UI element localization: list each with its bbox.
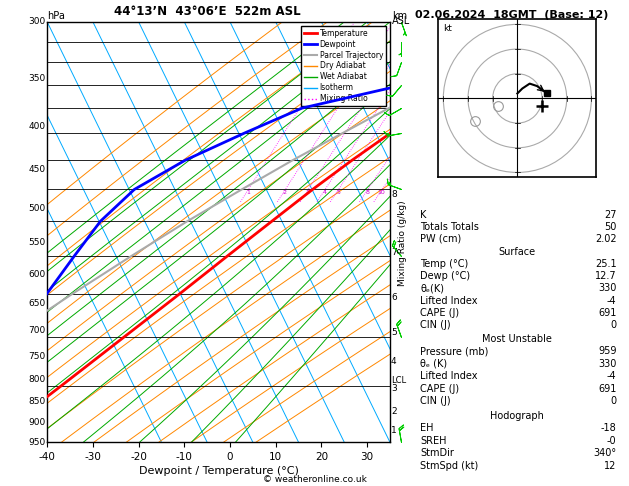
Text: 340°: 340° (593, 449, 616, 458)
Text: StmDir: StmDir (420, 449, 454, 458)
Text: 5: 5 (336, 190, 340, 195)
Text: Lifted Index: Lifted Index (420, 371, 478, 382)
Text: 6: 6 (391, 293, 397, 301)
Text: 750: 750 (28, 351, 45, 361)
Text: 400: 400 (28, 122, 45, 131)
Text: Pressure (mb): Pressure (mb) (420, 346, 489, 356)
Text: 25.1: 25.1 (595, 259, 616, 269)
Text: 02.06.2024  18GMT  (Base: 12): 02.06.2024 18GMT (Base: 12) (415, 10, 608, 19)
Text: 330: 330 (598, 283, 616, 294)
Text: Temp (°C): Temp (°C) (420, 259, 469, 269)
Text: kt: kt (443, 24, 452, 34)
Text: 691: 691 (598, 384, 616, 394)
Text: CAPE (J): CAPE (J) (420, 384, 460, 394)
Text: 600: 600 (28, 270, 45, 279)
Text: 12: 12 (604, 461, 616, 471)
Text: -0: -0 (607, 436, 616, 446)
Text: Hodograph: Hodograph (491, 411, 544, 420)
Text: 950: 950 (28, 438, 45, 447)
Text: Surface: Surface (499, 247, 536, 257)
Text: 1: 1 (246, 190, 250, 195)
Text: 5: 5 (391, 329, 397, 337)
Text: 3: 3 (306, 190, 309, 195)
Text: 330: 330 (598, 359, 616, 369)
Text: CAPE (J): CAPE (J) (420, 308, 460, 318)
Text: 500: 500 (28, 204, 45, 213)
Text: 4: 4 (391, 357, 397, 366)
Text: 850: 850 (28, 397, 45, 406)
Text: ASL: ASL (392, 16, 410, 26)
Text: PW (cm): PW (cm) (420, 234, 462, 243)
Text: 12.7: 12.7 (595, 271, 616, 281)
Text: 2.02: 2.02 (595, 234, 616, 243)
Text: 44°13’N  43°06’E  522m ASL: 44°13’N 43°06’E 522m ASL (114, 5, 301, 17)
Text: 900: 900 (28, 418, 45, 427)
Text: 2: 2 (391, 407, 397, 417)
Text: 650: 650 (28, 299, 45, 308)
Text: Totals Totals: Totals Totals (420, 222, 479, 232)
Text: 1: 1 (391, 426, 397, 435)
Text: -18: -18 (601, 423, 616, 433)
Text: StmSpd (kt): StmSpd (kt) (420, 461, 479, 471)
Text: Most Unstable: Most Unstable (482, 334, 552, 344)
Text: -4: -4 (607, 295, 616, 306)
Text: 7: 7 (391, 248, 397, 257)
Text: θₑ (K): θₑ (K) (420, 359, 448, 369)
Text: km: km (392, 11, 407, 20)
Text: LCL: LCL (391, 376, 406, 385)
Text: 0: 0 (610, 320, 616, 330)
Text: 0: 0 (610, 397, 616, 406)
Text: 959: 959 (598, 346, 616, 356)
Text: 350: 350 (28, 73, 45, 83)
Text: SREH: SREH (420, 436, 447, 446)
X-axis label: Dewpoint / Temperature (°C): Dewpoint / Temperature (°C) (138, 466, 299, 476)
Text: 8: 8 (391, 190, 397, 199)
Text: 3: 3 (391, 384, 397, 393)
Text: θₑ(K): θₑ(K) (420, 283, 445, 294)
Text: 8: 8 (365, 190, 369, 195)
Legend: Temperature, Dewpoint, Parcel Trajectory, Dry Adiabat, Wet Adiabat, Isotherm, Mi: Temperature, Dewpoint, Parcel Trajectory… (301, 26, 386, 106)
Text: K: K (420, 210, 427, 220)
Text: CIN (J): CIN (J) (420, 397, 451, 406)
Text: Mixing Ratio (g/kg): Mixing Ratio (g/kg) (398, 200, 407, 286)
Text: CIN (J): CIN (J) (420, 320, 451, 330)
Text: © weatheronline.co.uk: © weatheronline.co.uk (262, 474, 367, 484)
Text: Lifted Index: Lifted Index (420, 295, 478, 306)
Text: 800: 800 (28, 375, 45, 384)
Text: EH: EH (420, 423, 434, 433)
Text: 50: 50 (604, 222, 616, 232)
Text: 700: 700 (28, 327, 45, 335)
Text: 300: 300 (28, 17, 45, 26)
Text: 550: 550 (28, 239, 45, 247)
Text: 10: 10 (378, 190, 386, 195)
Text: -4: -4 (607, 371, 616, 382)
Text: 691: 691 (598, 308, 616, 318)
Text: 450: 450 (28, 165, 45, 174)
Text: 2: 2 (283, 190, 287, 195)
Text: Dewp (°C): Dewp (°C) (420, 271, 470, 281)
Text: hPa: hPa (47, 11, 65, 20)
Text: 27: 27 (604, 210, 616, 220)
Text: 4: 4 (323, 190, 326, 195)
